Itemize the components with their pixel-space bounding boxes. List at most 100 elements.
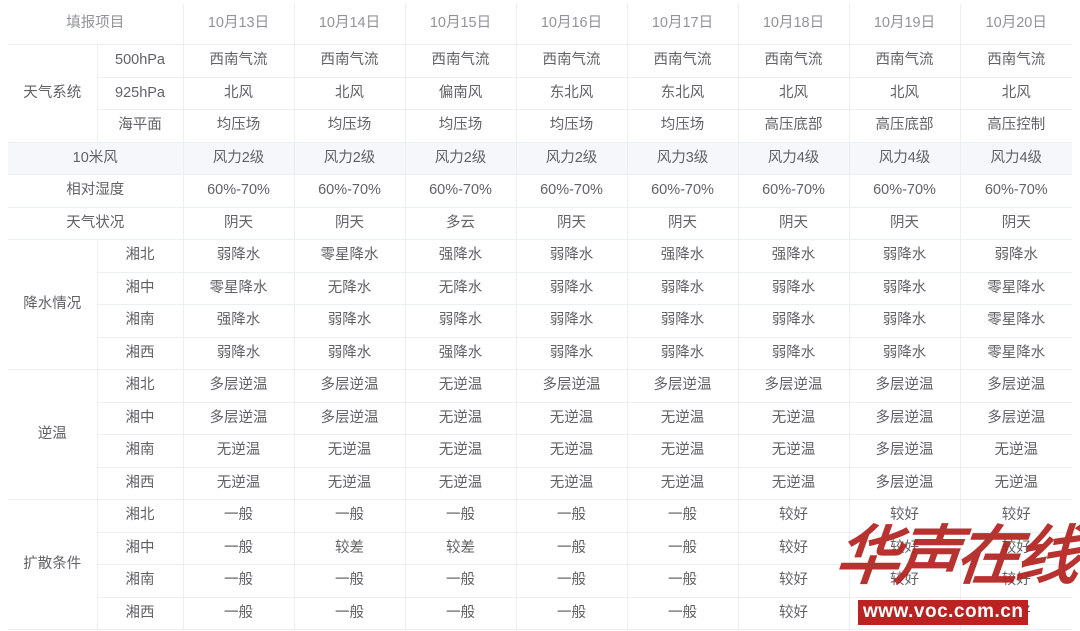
table-cell: 高压控制 (960, 109, 1072, 143)
table-cell: 东北风 (627, 77, 739, 110)
table-cell: 北风 (294, 77, 406, 110)
table-cell: 弱降水 (294, 304, 406, 338)
header-row: 填报项目 10月13日 10月14日 10月15日 10月16日 10月17日 … (8, 4, 1072, 45)
table-cell: 无逆温 (738, 434, 850, 468)
table-cell: 一般 (405, 597, 517, 630)
table-cell: 弱降水 (738, 272, 850, 305)
table-cell: 弱降水 (849, 337, 961, 370)
table-cell: 西南气流 (738, 44, 850, 78)
table-row: 扩散条件 湘北 一般 一般 一般 一般 一般 较好 较好 较好 (8, 499, 1072, 630)
table-cell: 北风 (738, 77, 850, 110)
table-cell: 强降水 (183, 304, 295, 338)
table-cell: 60%-70% (960, 174, 1072, 208)
table-cell: 较好 (849, 499, 961, 533)
table-cell: 多层逆温 (294, 402, 406, 435)
table-cell: 偏南风 (405, 77, 517, 110)
table-cell: 一般 (516, 499, 628, 533)
table-cell: 多层逆温 (960, 402, 1072, 435)
table-cell: 无逆温 (627, 434, 739, 468)
table-row: 湘中 零星降水 无降水 无降水 弱降水 弱降水 弱降水 弱降水 零星降水 (8, 272, 1072, 305)
row-sub-label: 500hPa (97, 44, 184, 78)
table-cell: 弱降水 (183, 239, 295, 273)
table-row: 天气状况 阴天 阴天 多云 阴天 阴天 阴天 阴天 阴天 (8, 207, 1072, 240)
table-cell: 较差 (294, 532, 406, 565)
row-sub-label: 925hPa (97, 77, 184, 110)
table-cell: 弱降水 (627, 304, 739, 338)
row-sub-label: 海平面 (97, 109, 184, 143)
table-cell: 阴天 (738, 207, 850, 240)
table-cell: 弱降水 (738, 304, 850, 338)
table-cell: 强降水 (738, 239, 850, 273)
table-cell: 无逆温 (405, 434, 517, 468)
header-item-label: 填报项目 (8, 4, 184, 45)
row-sub-label: 湘北 (97, 239, 184, 273)
table-cell: 一般 (183, 532, 295, 565)
table-cell: 无逆温 (516, 434, 628, 468)
row-sub-label: 湘南 (97, 434, 184, 468)
table-cell: 一般 (294, 564, 406, 598)
row-group-label: 天气状况 (8, 207, 184, 240)
table-cell: 弱降水 (627, 337, 739, 370)
row-group-label: 天气系统 (8, 44, 98, 143)
table-row: 925hPa 北风 北风 偏南风 东北风 东北风 北风 北风 北风 (8, 77, 1072, 110)
table-cell: 多云 (405, 207, 517, 240)
table-cell: 较好 (960, 499, 1072, 533)
table-cell: 零星降水 (183, 272, 295, 305)
table-row: 湘南 强降水 弱降水 弱降水 弱降水 弱降水 弱降水 弱降水 零星降水 (8, 304, 1072, 338)
table-cell: 一般 (183, 564, 295, 598)
row-sub-label: 湘西 (97, 467, 184, 500)
table-cell: 风力2级 (516, 142, 628, 175)
table-cell: 多层逆温 (516, 369, 628, 403)
table-cell: 无逆温 (183, 434, 295, 468)
table-row: 湘西 一般 一般 一般 一般 一般 较好 较好 较好 (8, 597, 1072, 630)
table-cell: 无逆温 (738, 467, 850, 500)
table-cell: 无逆温 (627, 402, 739, 435)
table-cell: 多层逆温 (294, 369, 406, 403)
table-cell: 一般 (627, 532, 739, 565)
table-cell: 风力4级 (960, 142, 1072, 175)
table-cell: 60%-70% (405, 174, 517, 208)
table-row: 降水情况 湘北 弱降水 零星降水 强降水 弱降水 强降水 强降水 弱降水 弱降水 (8, 239, 1072, 370)
table-cell: 多层逆温 (849, 467, 961, 500)
table-cell: 西南气流 (960, 44, 1072, 78)
table-cell: 均压场 (405, 109, 517, 143)
table-cell: 高压底部 (849, 109, 961, 143)
table-cell: 西南气流 (516, 44, 628, 78)
table-row: 海平面 均压场 均压场 均压场 均压场 均压场 高压底部 高压底部 高压控制 (8, 109, 1072, 143)
header-date-2: 10月15日 (405, 4, 517, 45)
table-cell: 阴天 (960, 207, 1072, 240)
table-cell: 无逆温 (405, 467, 517, 500)
table-cell: 多层逆温 (183, 402, 295, 435)
table-cell: 无逆温 (405, 369, 517, 403)
row-sub-label: 湘中 (97, 272, 184, 305)
table-cell: 一般 (405, 564, 517, 598)
table-cell: 风力2级 (294, 142, 406, 175)
table-header: 填报项目 10月13日 10月14日 10月15日 10月16日 10月17日 … (8, 4, 1072, 45)
header-date-0: 10月13日 (183, 4, 295, 45)
table-cell: 多层逆温 (849, 402, 961, 435)
table-cell: 弱降水 (516, 239, 628, 273)
table-cell: 风力3级 (627, 142, 739, 175)
table-cell: 多层逆温 (183, 369, 295, 403)
table-cell: 一般 (516, 564, 628, 598)
table-cell: 东北风 (516, 77, 628, 110)
table-cell: 弱降水 (405, 304, 517, 338)
table-cell: 无逆温 (183, 467, 295, 500)
table-cell: 均压场 (183, 109, 295, 143)
table-cell: 一般 (183, 499, 295, 533)
table-cell: 较好 (849, 597, 961, 630)
table-cell: 风力2级 (183, 142, 295, 175)
table-cell: 60%-70% (294, 174, 406, 208)
row-group-label: 相对湿度 (8, 174, 184, 208)
table-cell: 北风 (849, 77, 961, 110)
table-cell: 阴天 (183, 207, 295, 240)
table-cell: 弱降水 (294, 337, 406, 370)
table-cell: 较好 (738, 499, 850, 533)
header-date-7: 10月20日 (960, 4, 1072, 45)
table-cell: 多层逆温 (960, 369, 1072, 403)
table-cell: 西南气流 (294, 44, 406, 78)
table-cell: 弱降水 (627, 272, 739, 305)
row-group-label: 扩散条件 (8, 499, 98, 630)
table-cell: 较好 (738, 597, 850, 630)
table-body: 天气系统 500hPa 西南气流 西南气流 西南气流 西南气流 西南气流 西南气流 西南气流 西南… (8, 44, 1072, 630)
